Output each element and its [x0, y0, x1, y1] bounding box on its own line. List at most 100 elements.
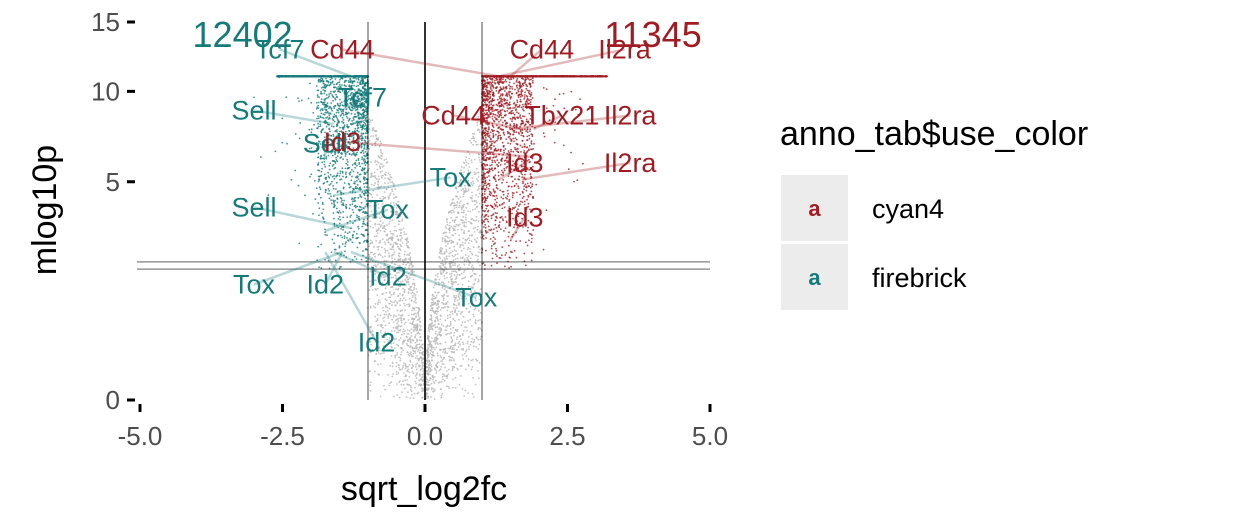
data-point	[351, 209, 354, 211]
data-point	[404, 339, 407, 342]
data-point	[386, 306, 389, 309]
data-point	[351, 168, 353, 171]
data-point	[404, 367, 407, 370]
data-point	[368, 167, 370, 170]
data-point	[448, 332, 451, 335]
data-point	[448, 255, 451, 257]
data-point	[385, 188, 388, 191]
data-point	[358, 205, 361, 208]
data-point	[434, 332, 437, 335]
data-point	[364, 192, 367, 195]
data-point	[523, 143, 526, 146]
data-point	[513, 249, 516, 252]
data-point	[363, 146, 366, 148]
data-point	[357, 121, 360, 124]
data-point	[516, 111, 518, 114]
data-point	[440, 323, 443, 326]
data-point	[513, 185, 516, 188]
data-point	[447, 385, 450, 388]
data-point	[521, 139, 524, 142]
data-point	[464, 254, 467, 257]
data-point	[394, 225, 396, 228]
data-point	[376, 232, 379, 234]
data-point	[403, 323, 406, 325]
data-point	[473, 139, 475, 142]
data-point	[492, 232, 494, 235]
data-point	[515, 240, 517, 243]
data-point	[338, 175, 341, 177]
data-point	[342, 175, 344, 178]
data-point	[377, 181, 380, 184]
data-point	[459, 334, 461, 337]
data-point	[398, 396, 401, 399]
data-point	[403, 231, 406, 233]
data-point	[487, 95, 489, 98]
data-point	[349, 220, 351, 222]
data-point	[391, 361, 394, 364]
data-point	[377, 248, 380, 251]
data-point	[496, 115, 499, 117]
data-point	[338, 222, 341, 225]
data-point	[397, 372, 400, 374]
data-point	[531, 77, 534, 80]
data-point	[361, 162, 363, 165]
data-point	[493, 203, 496, 205]
data-point	[477, 180, 479, 182]
data-point	[390, 294, 393, 296]
data-point	[364, 122, 367, 125]
data-point	[400, 228, 403, 231]
data-point	[355, 258, 358, 260]
data-point	[525, 84, 528, 87]
data-point	[344, 155, 347, 157]
data-point	[508, 267, 510, 269]
data-point	[401, 368, 404, 370]
data-point	[342, 192, 345, 195]
data-point	[460, 375, 462, 377]
data-point	[366, 186, 368, 188]
data-point	[440, 307, 443, 309]
data-point	[486, 130, 489, 133]
data-point	[317, 117, 320, 120]
data-point	[388, 339, 391, 342]
data-point	[467, 335, 470, 338]
data-point	[326, 180, 329, 183]
data-point	[444, 266, 447, 269]
data-point	[435, 294, 438, 297]
data-point	[454, 258, 457, 260]
data-point	[399, 337, 402, 339]
data-point	[402, 383, 405, 386]
data-point	[322, 216, 324, 219]
data-point	[421, 352, 424, 355]
data-point	[482, 162, 485, 165]
data-point	[497, 165, 500, 167]
data-point	[349, 132, 351, 135]
data-point	[510, 112, 512, 115]
data-point	[477, 328, 480, 331]
data-point	[448, 227, 451, 230]
data-point	[450, 239, 453, 242]
data-point	[451, 351, 454, 354]
data-point	[336, 201, 339, 204]
data-point	[495, 249, 498, 252]
data-point	[416, 355, 419, 357]
data-point	[472, 182, 475, 185]
data-point	[514, 178, 516, 181]
data-point	[341, 84, 343, 86]
data-point	[427, 346, 429, 349]
data-point	[384, 177, 386, 180]
data-point	[508, 135, 511, 138]
data-point	[458, 234, 460, 237]
data-point	[376, 246, 379, 249]
data-point	[375, 235, 378, 237]
data-point	[345, 256, 348, 258]
data-point	[362, 149, 364, 152]
data-point	[442, 302, 445, 305]
data-point	[524, 94, 526, 96]
data-point	[351, 175, 353, 178]
data-point	[476, 178, 478, 181]
data-point	[434, 310, 437, 313]
data-point	[499, 94, 502, 97]
data-point	[363, 125, 366, 128]
data-point	[491, 110, 494, 113]
data-point	[429, 328, 432, 331]
